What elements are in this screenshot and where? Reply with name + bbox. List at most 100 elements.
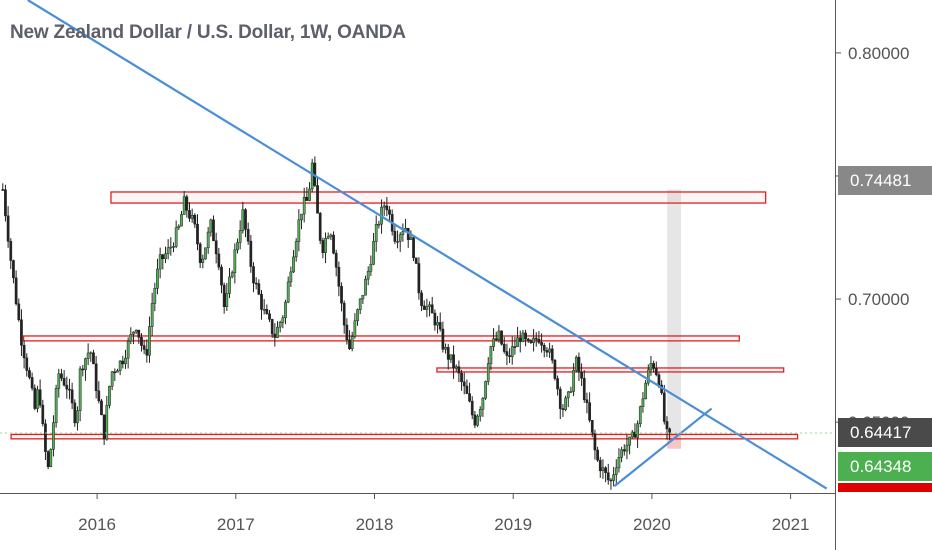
candle-201 (537, 331, 541, 345)
candle-body (316, 185, 319, 214)
candle-body (604, 467, 607, 473)
candle-body (633, 431, 637, 438)
candle-body (17, 303, 21, 320)
candle-167 (446, 343, 450, 370)
candle-237 (633, 423, 637, 438)
candle-body (628, 436, 631, 446)
candle-9 (25, 353, 29, 377)
candle-197 (526, 337, 530, 343)
candle-91 (244, 208, 247, 238)
candle-body (601, 467, 605, 471)
candle-body (588, 402, 591, 421)
candle-77 (206, 227, 210, 254)
candle-225 (601, 459, 605, 479)
time-axis[interactable]: 2016 2017 2018 2019 2020 2021 (78, 493, 810, 534)
candle-body (190, 214, 194, 219)
candle-body (257, 283, 261, 295)
candle-body (668, 428, 671, 433)
candle-169 (452, 345, 455, 379)
candle-body (492, 338, 495, 347)
candle-149 (398, 232, 402, 252)
candle-50 (134, 329, 138, 335)
candle-60 (161, 253, 165, 270)
candle-body (620, 449, 623, 458)
candle-143 (382, 201, 386, 216)
zone-rect-3[interactable] (10, 433, 799, 440)
trendline-0[interactable] (27, 0, 828, 490)
candle-body (537, 338, 541, 343)
candle-156 (417, 257, 421, 300)
candle-105 (281, 315, 285, 329)
candle-118 (316, 177, 319, 214)
candle-body (14, 277, 18, 305)
y-tick-label-0: 0.80000 (848, 44, 909, 63)
candle-body (305, 196, 309, 201)
candle-body (396, 241, 399, 243)
candle-body (441, 328, 445, 350)
candle-body (593, 433, 597, 451)
candle-body (124, 357, 127, 365)
candle-95 (254, 277, 258, 290)
zone-rect-0[interactable] (110, 191, 767, 204)
candle-176 (470, 396, 474, 420)
candle-188 (502, 336, 506, 354)
candle-body (377, 223, 381, 226)
trendline-layer[interactable] (27, 0, 828, 490)
candle-body (516, 337, 519, 347)
candle-body (172, 246, 175, 248)
candle-128 (342, 300, 346, 334)
candle-body (102, 414, 106, 440)
candle-177 (473, 410, 477, 429)
candle-body (612, 474, 615, 481)
candle-body (185, 196, 189, 211)
candle-body (246, 229, 250, 242)
candle-54 (145, 339, 149, 363)
zone-rect-2[interactable] (436, 367, 785, 373)
candle-244 (652, 360, 655, 373)
candle-body (334, 252, 338, 268)
highlight-band (667, 189, 682, 441)
candle-body (108, 385, 111, 406)
candle-236 (630, 430, 634, 439)
candle-body (113, 371, 117, 373)
candle-1 (4, 184, 7, 222)
candle-body (198, 243, 202, 263)
candle-body (273, 333, 277, 338)
candle-228 (609, 477, 613, 490)
trendline-1[interactable] (613, 407, 713, 487)
candle-0 (1, 183, 5, 191)
candle-body (572, 370, 575, 392)
candle-195 (521, 330, 525, 343)
candle-body (585, 399, 589, 403)
candle-79 (212, 215, 215, 242)
candle-184 (492, 328, 495, 351)
candlestick-series (1, 156, 671, 490)
zone-rect-1[interactable] (22, 335, 740, 342)
candle-127 (340, 282, 343, 312)
candle-body (529, 340, 533, 343)
candle-body (614, 467, 618, 475)
candle-body (540, 342, 543, 346)
candle-body (33, 387, 37, 409)
candle-body (36, 389, 39, 409)
candle-208 (556, 375, 559, 396)
candle-124 (332, 231, 335, 255)
candle-55 (148, 316, 151, 363)
candle-body (180, 214, 183, 227)
candle-body (337, 267, 341, 287)
candle-body (582, 377, 586, 400)
candle-74 (198, 242, 202, 269)
candle-209 (558, 386, 562, 420)
candle-body (60, 373, 63, 379)
candle-107 (286, 276, 290, 304)
candle-body (206, 231, 210, 249)
candle-body (73, 402, 77, 424)
candle-body (460, 372, 463, 383)
candle-body (524, 332, 527, 340)
candle-body (513, 346, 517, 348)
candle-body (596, 449, 599, 461)
candle-101 (270, 318, 274, 338)
candle-96 (257, 279, 261, 296)
